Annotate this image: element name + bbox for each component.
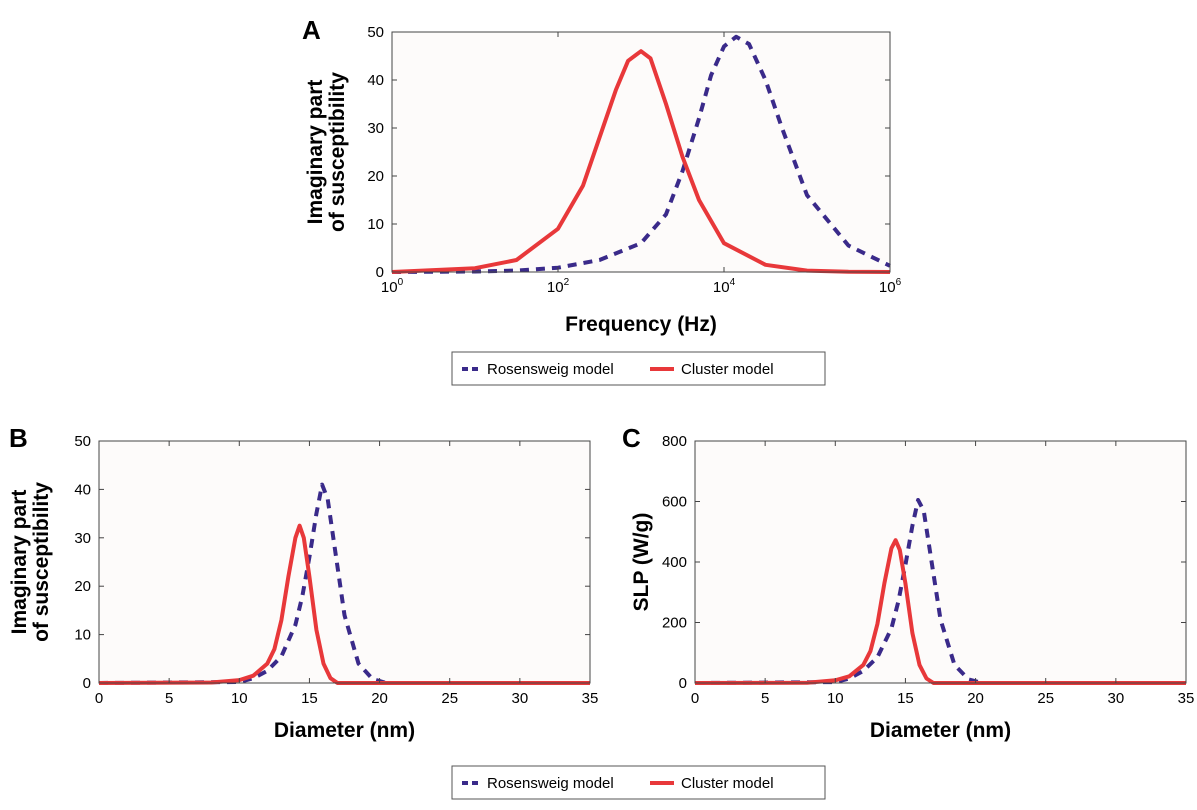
x-tick-label: 5: [165, 690, 173, 707]
y-tick-label: 10: [74, 627, 91, 644]
x-axis-title: Frequency (Hz): [565, 313, 717, 336]
y-tick-label: 40: [74, 481, 91, 498]
x-tick-label: 35: [582, 690, 599, 707]
panel-letter: B: [9, 423, 28, 453]
legend-label: Rosensweig model: [487, 361, 614, 378]
plot-area: [695, 441, 1186, 683]
x-tick-label: 30: [512, 690, 529, 707]
y-axis-title: Imaginary part: [8, 490, 31, 635]
y-tick-label: 50: [74, 433, 91, 450]
y-tick-label: 20: [367, 168, 384, 185]
y-tick-label: 400: [662, 554, 687, 571]
chart-panel-c: 0 5 10 15 20 25 30 35 0 200 400 600 800 Diameter (nm)…: [622, 423, 1194, 742]
y-tick-label: 20: [74, 578, 91, 595]
y-tick-label: 10: [367, 216, 384, 233]
legend-label: Rosensweig model: [487, 775, 614, 792]
x-tick-label: 25: [441, 690, 458, 707]
y-tick-label: 800: [662, 433, 687, 450]
x-tick-label: 15: [897, 690, 914, 707]
legend-box: [451, 351, 826, 386]
series-line-rosensweig: [98, 482, 590, 685]
x-tick-label: 20: [371, 690, 388, 707]
x-tick-label: 10: [231, 690, 248, 707]
legend-label: Cluster model: [681, 775, 774, 792]
axes-frame: [98, 440, 591, 684]
x-tick-label: 15: [301, 690, 318, 707]
series-line-rosensweig: [694, 498, 1186, 685]
plot-area: [392, 32, 890, 272]
legend-top: Rosensweig model Cluster model: [451, 351, 826, 386]
series-line-cluster: [391, 49, 891, 274]
legend-bottom: Rosensweig model Cluster model: [451, 765, 826, 800]
axes-frame: [391, 31, 891, 273]
y-axis-title: of susceptibility: [30, 482, 53, 642]
panel-letter: C: [622, 423, 641, 453]
panel-letter: A: [302, 15, 321, 45]
x-tick-label: 0: [691, 690, 699, 707]
legend-label: Cluster model: [681, 361, 774, 378]
y-tick-label: 0: [376, 264, 384, 281]
x-tick-label: 104: [713, 277, 736, 296]
legend-box: [451, 765, 826, 800]
y-tick-label: 40: [367, 72, 384, 89]
x-tick-label: 25: [1037, 690, 1054, 707]
x-tick-label: 106: [879, 277, 902, 296]
chart-panel-b: 0 5 10 15 20 25 30 35 0 10 20 30 40 50 Diameter (nm) Im…: [8, 423, 598, 742]
y-tick-label: 200: [662, 615, 687, 632]
chart-panel-a: 100 102 104 106 0 10 20 30 40 50 Frequency (Hz) Ima…: [302, 15, 902, 336]
x-tick-label: 10: [827, 690, 844, 707]
y-axis-title: Imaginary part: [304, 80, 327, 225]
x-axis-title: Diameter (nm): [870, 719, 1011, 742]
y-axis-title: of susceptibility: [326, 72, 349, 232]
y-tick-label: 30: [367, 120, 384, 137]
x-tick-label: 35: [1178, 690, 1195, 707]
series-line-cluster: [694, 538, 1186, 685]
x-tick-label: 0: [95, 690, 103, 707]
x-axis-title: Diameter (nm): [274, 719, 415, 742]
x-tick-label: 102: [547, 277, 570, 296]
y-tick-label: 30: [74, 530, 91, 547]
y-tick-label: 0: [83, 675, 91, 692]
x-tick-label: 100: [381, 277, 404, 296]
series-line-cluster: [98, 523, 590, 685]
x-tick-label: 5: [761, 690, 769, 707]
x-tick-label: 30: [1108, 690, 1125, 707]
y-axis-title: SLP (W/g): [630, 513, 653, 612]
y-tick-label: 600: [662, 494, 687, 511]
y-tick-label: 50: [367, 24, 384, 41]
y-tick-label: 0: [679, 675, 687, 692]
plot-area: [99, 441, 590, 683]
x-tick-label: 20: [967, 690, 984, 707]
